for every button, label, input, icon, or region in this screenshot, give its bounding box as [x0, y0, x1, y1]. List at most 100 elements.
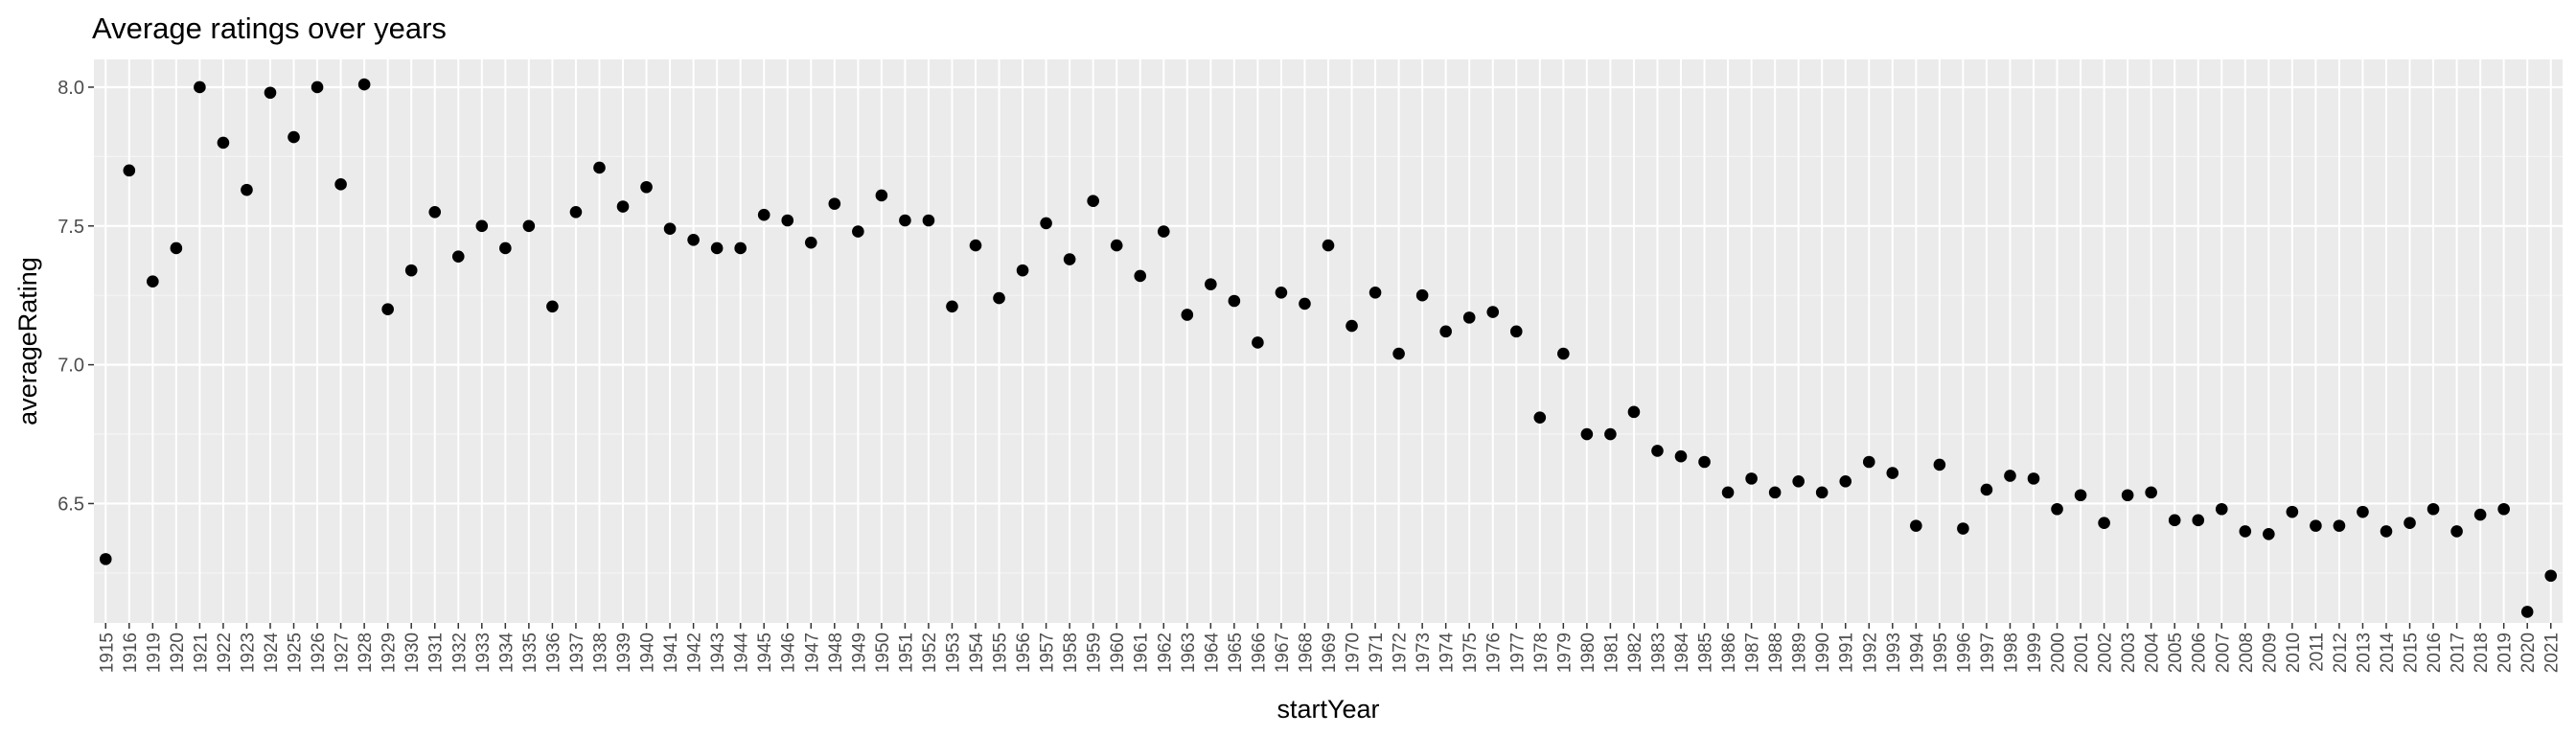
- x-tick-label: 1997: [1978, 632, 1998, 673]
- data-point: [194, 80, 206, 94]
- x-tick-label: 1937: [567, 632, 587, 673]
- data-point: [2168, 514, 2181, 527]
- data-point: [2074, 489, 2087, 502]
- data-point: [1181, 309, 1194, 321]
- x-tick-label: 2015: [2402, 632, 2422, 673]
- y-tick-label: 8.0: [58, 78, 84, 99]
- x-tick-label: 1981: [1601, 632, 1622, 673]
- data-point: [1346, 319, 1358, 333]
- data-point: [2098, 517, 2110, 530]
- data-point: [451, 250, 465, 263]
- x-tick-label: 1921: [191, 632, 211, 673]
- x-tick-label: 1965: [1226, 632, 1246, 673]
- x-tick-label: 1962: [1155, 632, 1175, 673]
- x-tick-label: 1973: [1414, 632, 1434, 673]
- data-point: [804, 236, 817, 249]
- data-point: [2121, 489, 2134, 502]
- x-tick-label: 2003: [2119, 632, 2139, 673]
- x-tick-label: 2009: [2260, 632, 2280, 673]
- x-tick-label: 1964: [1202, 632, 1222, 674]
- data-point: [475, 219, 489, 233]
- x-tick-label: 2016: [2425, 632, 2445, 673]
- x-tick-label: 2004: [2143, 632, 2163, 674]
- x-tick-label: 1920: [168, 632, 188, 673]
- y-axis-title: averageRating: [13, 257, 42, 426]
- x-tick-label: 1985: [1696, 632, 1716, 673]
- x-tick-label: 1992: [1860, 632, 1880, 673]
- x-tick-label: 1941: [661, 632, 681, 673]
- data-point: [2263, 528, 2275, 540]
- x-tick-label: 1986: [1719, 632, 1739, 673]
- data-point: [2544, 569, 2558, 583]
- data-point: [2051, 502, 2063, 516]
- data-point: [828, 197, 841, 210]
- data-point: [2520, 606, 2534, 618]
- data-point: [2380, 525, 2393, 538]
- x-tick-label: 1933: [473, 632, 494, 673]
- data-point: [993, 291, 1005, 305]
- data-point: [1368, 287, 1382, 299]
- x-tick-label: 2007: [2213, 632, 2233, 673]
- data-point: [899, 214, 911, 227]
- x-tick-label: 2005: [2166, 632, 2186, 673]
- data-point: [569, 206, 583, 218]
- x-tick-label: 1950: [873, 632, 893, 673]
- x-tick-label: 1942: [685, 632, 705, 673]
- x-tick-label: 1958: [1061, 632, 1081, 673]
- x-tick-label: 1947: [802, 632, 822, 673]
- x-tick-label: 2021: [2542, 632, 2563, 673]
- data-point: [2004, 470, 2016, 482]
- x-tick-label: 1971: [1367, 632, 1387, 673]
- data-point: [404, 264, 418, 277]
- x-axis: 1915 1916 1919 1920 1921 1922 1923 1924 1925 1926…: [97, 623, 2563, 674]
- data-point: [99, 553, 112, 565]
- data-point: [1110, 239, 1123, 252]
- x-tick-label: 1990: [1813, 632, 1833, 673]
- data-point: [593, 161, 606, 174]
- x-tick-label: 1927: [333, 632, 353, 673]
- x-tick-label: 1995: [1931, 632, 1951, 673]
- x-tick-label: 1978: [1531, 632, 1552, 673]
- data-point: [1134, 269, 1147, 283]
- data-point: [875, 189, 888, 202]
- x-tick-label: 1999: [2025, 632, 2045, 673]
- x-tick-label: 1930: [402, 632, 423, 673]
- data-point: [1815, 486, 1828, 499]
- data-point: [1674, 449, 1688, 463]
- data-point: [334, 178, 347, 191]
- data-point: [1862, 455, 1875, 469]
- data-point: [1063, 253, 1076, 265]
- x-tick-label: 2018: [2472, 632, 2492, 673]
- data-point: [757, 208, 770, 221]
- data-point: [2239, 525, 2252, 538]
- x-tick-label: 1984: [1672, 632, 1692, 674]
- x-tick-label: 1993: [1884, 632, 1904, 673]
- x-tick-label: 2010: [2284, 632, 2304, 673]
- x-tick-label: 1925: [286, 632, 306, 673]
- x-tick-label: 1983: [1648, 632, 1668, 673]
- x-tick-label: 1953: [943, 632, 963, 673]
- x-tick-label: 1919: [144, 632, 164, 673]
- x-tick-label: 1967: [1273, 632, 1293, 673]
- data-point: [1509, 325, 1523, 338]
- x-tick-label: 1939: [614, 632, 634, 673]
- data-point: [2286, 505, 2299, 518]
- x-tick-label: 1957: [1038, 632, 1058, 673]
- x-tick-label: 1987: [1743, 632, 1763, 673]
- x-tick-label: 1998: [2001, 632, 2021, 673]
- x-tick-label: 2019: [2496, 632, 2516, 673]
- x-tick-label: 1956: [1014, 632, 1034, 673]
- x-tick-label: 1960: [1108, 632, 1128, 673]
- data-point: [264, 86, 277, 100]
- x-tick-label: 1923: [238, 632, 258, 673]
- data-point: [1839, 474, 1852, 488]
- data-point: [1275, 287, 1288, 299]
- data-point: [241, 183, 253, 196]
- data-point: [1768, 486, 1782, 499]
- data-point: [1462, 311, 1476, 324]
- data-point: [734, 242, 747, 255]
- x-tick-label: 1948: [826, 632, 846, 673]
- x-tick-label: 2011: [2307, 632, 2327, 672]
- x-axis-title: startYear: [1276, 695, 1379, 724]
